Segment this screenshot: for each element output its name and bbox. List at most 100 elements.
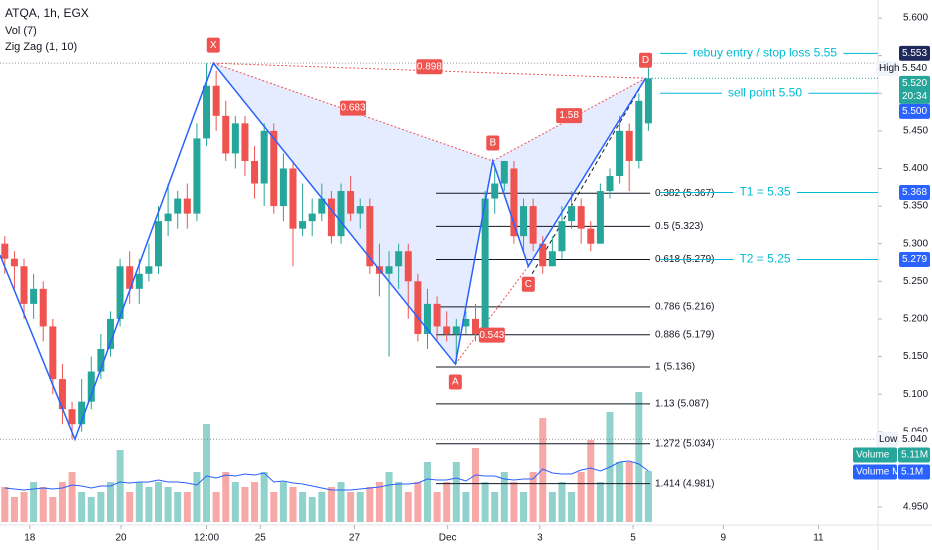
candle-body xyxy=(385,266,393,274)
candle-body xyxy=(20,266,28,304)
candle-body xyxy=(539,243,547,267)
symbol-title: ATQA, 1h, EGX xyxy=(5,6,89,20)
volume-bar xyxy=(596,482,604,522)
volume-bar xyxy=(106,482,114,522)
price-marker: 5.500 xyxy=(902,106,927,117)
y-tick-label: 5.450 xyxy=(903,126,928,137)
low-name-box xyxy=(876,431,898,447)
x-tick-label: 11 xyxy=(813,533,824,544)
volume-bar xyxy=(299,492,307,522)
candle-body xyxy=(423,303,431,334)
candle-body xyxy=(289,168,297,229)
volume-bar xyxy=(568,492,576,522)
volume-bar xyxy=(260,472,268,522)
fib-label: 0.382 (5.367) xyxy=(655,188,715,199)
x-tick-label: 25 xyxy=(255,533,267,544)
price-marker: 5.553 xyxy=(902,48,927,59)
volume-name: Volume xyxy=(856,450,890,461)
candle-body xyxy=(443,326,451,334)
annotation-text: sell point 5.50 xyxy=(728,85,802,99)
pattern-ratio-label: 0.543 xyxy=(479,330,504,341)
volume-bar xyxy=(279,482,287,522)
candle-body xyxy=(318,198,326,214)
volume-bar xyxy=(356,492,364,522)
low-value-box xyxy=(899,431,930,447)
candle-body xyxy=(596,191,604,244)
candle-body xyxy=(193,138,201,214)
candle-body xyxy=(587,228,595,244)
y-tick-label: 5.600 xyxy=(903,13,928,24)
candle-body xyxy=(347,191,355,214)
volume-bar xyxy=(337,482,345,522)
candle-body xyxy=(279,168,287,207)
candle-body xyxy=(472,318,480,334)
candle-body xyxy=(299,221,307,229)
pattern-point-label: C xyxy=(525,279,532,290)
volume-ma-name: Volume MA xyxy=(856,467,907,478)
candle-body xyxy=(106,318,114,349)
volume-bar xyxy=(366,487,374,522)
annotation-text-bg xyxy=(733,251,797,266)
x-tick-label: 12:00 xyxy=(194,533,219,544)
candle-body xyxy=(155,221,163,267)
volume-bar xyxy=(222,472,230,522)
candle-body xyxy=(327,198,335,237)
volume-bar xyxy=(155,482,163,522)
pattern-point-label-box xyxy=(639,52,653,68)
volume-value-box xyxy=(898,447,930,463)
candle-body xyxy=(260,130,268,184)
volume-bar xyxy=(135,482,143,522)
indicator-label: Vol (7) xyxy=(5,25,37,37)
candle-body xyxy=(510,168,518,237)
volume-bar xyxy=(39,487,47,522)
volume-bar xyxy=(433,492,441,522)
candle-body xyxy=(203,85,211,139)
annotation-text-bg xyxy=(733,184,797,199)
volume-bar xyxy=(644,470,652,522)
volume-bar xyxy=(510,482,518,522)
annotation-text: rebuy entry / stop loss 5.55 xyxy=(693,46,837,60)
price-marker: 5.279 xyxy=(902,254,927,265)
price-marker-box xyxy=(899,185,930,201)
candle-body xyxy=(97,348,105,372)
annotation-text: T1 = 5.35 xyxy=(739,185,790,199)
price-marker-box xyxy=(899,251,930,267)
volume-bar xyxy=(10,497,18,522)
candle-body xyxy=(270,130,278,207)
pattern-point-label-box xyxy=(521,276,535,292)
volume-bar xyxy=(203,424,211,522)
x-tick-label: 18 xyxy=(24,533,36,544)
volume-bar xyxy=(452,462,460,522)
price-marker: 5.368 xyxy=(902,187,927,198)
volume-bar xyxy=(87,497,95,522)
volume-bar xyxy=(289,487,297,522)
candle-body xyxy=(491,183,499,199)
last-price: 5.520 xyxy=(902,78,927,89)
candle-body xyxy=(308,213,316,222)
fib-label: 0.886 (5.179) xyxy=(655,329,715,340)
volume-bar xyxy=(462,492,470,522)
volume-bar xyxy=(443,482,451,522)
candle-body xyxy=(366,206,374,267)
candle-body xyxy=(568,206,576,222)
y-tick-label: 5.400 xyxy=(903,163,928,174)
candle-body xyxy=(183,198,191,214)
volume-bar xyxy=(347,492,355,522)
volume-bar xyxy=(49,497,57,522)
volume-bar xyxy=(116,450,124,522)
candle-body xyxy=(30,288,38,304)
candle-body xyxy=(414,281,422,334)
volume-bar xyxy=(193,472,201,522)
volume-ma-name-box xyxy=(853,464,897,480)
pattern-point-label-box xyxy=(206,37,220,53)
zigzag-line xyxy=(0,61,647,442)
volume-bar xyxy=(241,487,249,522)
volume-bar xyxy=(308,497,316,522)
volume-bar xyxy=(183,492,191,522)
candle-body xyxy=(116,266,124,319)
low-value: 5.040 xyxy=(902,434,927,445)
candle-body xyxy=(625,130,633,161)
volume-bar xyxy=(270,492,278,522)
pattern-ratio-line xyxy=(454,265,529,365)
